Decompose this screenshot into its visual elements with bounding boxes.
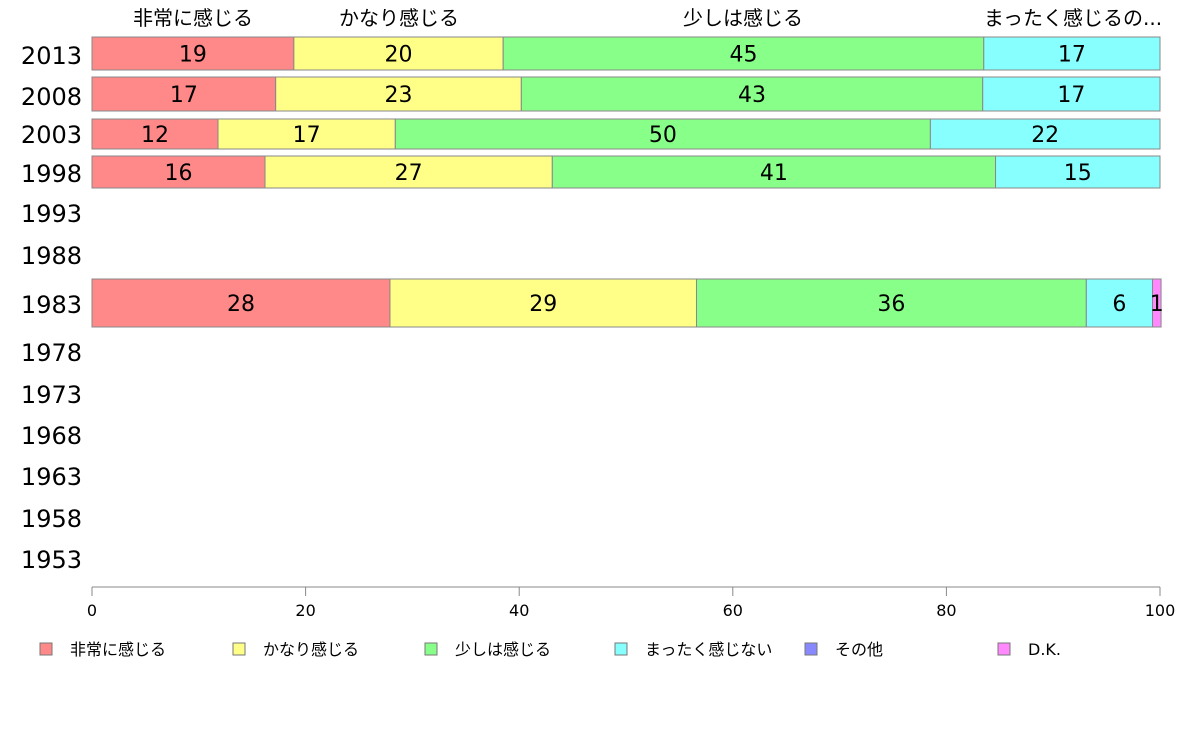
bar-segment bbox=[1152, 278, 1162, 328]
bar-value-label: 17 bbox=[293, 123, 321, 148]
legend-label: まったく感じない bbox=[645, 640, 772, 659]
legend-swatch bbox=[424, 642, 438, 656]
top-series-label: まったく感じるの... bbox=[984, 6, 1162, 30]
x-tick-label: 40 bbox=[509, 601, 529, 620]
year-label: 2008 bbox=[21, 83, 82, 111]
year-label: 2013 bbox=[21, 42, 82, 70]
year-label: 1993 bbox=[21, 200, 82, 228]
legend-swatch bbox=[804, 642, 818, 656]
legend-label: 少しは感じる bbox=[455, 640, 551, 659]
bar-value-label: 6 bbox=[1112, 292, 1126, 317]
year-label: 2003 bbox=[21, 121, 82, 149]
bar-segment bbox=[502, 36, 985, 71]
bar-segment bbox=[520, 76, 984, 112]
legend-label: D.K. bbox=[1028, 640, 1061, 659]
bar-value-label: 41 bbox=[760, 161, 788, 186]
bar-segment bbox=[389, 278, 697, 328]
year-label: 1963 bbox=[21, 463, 82, 491]
bar-value-label: 1 bbox=[1150, 292, 1164, 317]
bar-segment bbox=[695, 278, 1087, 328]
legend-label: その他 bbox=[835, 640, 883, 659]
bar-value-label: 15 bbox=[1064, 161, 1092, 186]
top-series-label: 非常に感じる bbox=[133, 6, 253, 30]
x-tick-label: 20 bbox=[295, 601, 315, 620]
legend-swatch bbox=[997, 642, 1011, 656]
legend-label: 非常に感じる bbox=[70, 640, 166, 659]
bar-value-label: 16 bbox=[165, 161, 193, 186]
x-tick-label: 60 bbox=[723, 601, 743, 620]
bar-value-label: 12 bbox=[141, 123, 169, 148]
bar-segment bbox=[982, 76, 1161, 112]
bar-segment bbox=[264, 155, 553, 189]
legend-swatch bbox=[614, 642, 628, 656]
bar-segment bbox=[929, 118, 1161, 150]
bar-value-label: 29 bbox=[529, 292, 557, 317]
top-series-label: かなり感じる bbox=[339, 6, 459, 30]
bar-value-label: 50 bbox=[649, 123, 677, 148]
x-tick-label: 100 bbox=[1145, 601, 1176, 620]
bar-value-label: 28 bbox=[227, 292, 255, 317]
year-label: 1988 bbox=[21, 242, 82, 270]
bar-value-label: 22 bbox=[1031, 123, 1059, 148]
bar-value-label: 19 bbox=[179, 43, 207, 68]
bar-segment bbox=[217, 118, 396, 150]
bar-segment bbox=[91, 36, 295, 71]
bar-segment bbox=[91, 278, 391, 328]
year-label: 1998 bbox=[21, 160, 82, 188]
bar-value-label: 17 bbox=[1057, 83, 1085, 108]
bar-value-label: 36 bbox=[877, 292, 905, 317]
legend-swatch bbox=[232, 642, 246, 656]
bar-segment bbox=[91, 155, 266, 189]
bar-segment bbox=[995, 155, 1161, 189]
bar-segment bbox=[91, 76, 277, 112]
bar-segment bbox=[275, 76, 522, 112]
bar-value-label: 45 bbox=[729, 43, 757, 68]
bar-segment bbox=[91, 118, 219, 150]
year-label: 1953 bbox=[21, 546, 82, 574]
x-tick-label: 80 bbox=[936, 601, 956, 620]
legend-swatch bbox=[39, 642, 53, 656]
bar-value-label: 23 bbox=[385, 83, 413, 108]
bar-value-label: 17 bbox=[1058, 43, 1086, 68]
bar-value-label: 43 bbox=[738, 83, 766, 108]
year-label: 1968 bbox=[21, 422, 82, 450]
bar-segment bbox=[293, 36, 504, 71]
year-label: 1978 bbox=[21, 339, 82, 367]
bar-segment bbox=[983, 36, 1161, 71]
year-label: 1973 bbox=[21, 381, 82, 409]
top-series-label: 少しは感じる bbox=[683, 6, 803, 30]
bar-value-label: 17 bbox=[170, 83, 198, 108]
x-tick-label: 0 bbox=[87, 601, 97, 620]
bar-segment bbox=[1085, 278, 1154, 328]
year-label: 1958 bbox=[21, 505, 82, 533]
year-label: 1983 bbox=[21, 291, 82, 319]
bar-value-label: 20 bbox=[385, 43, 413, 68]
bar-value-label: 27 bbox=[395, 161, 423, 186]
legend-label: かなり感じる bbox=[263, 640, 359, 659]
